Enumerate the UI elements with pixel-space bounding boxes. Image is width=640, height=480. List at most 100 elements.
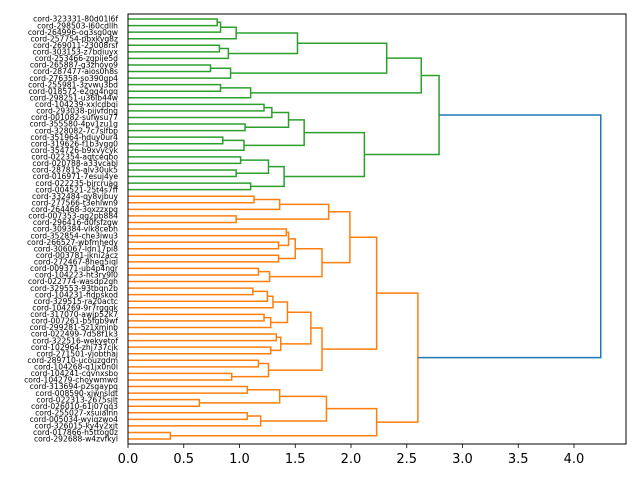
dendrogram-link <box>128 267 260 276</box>
leaf-labels: cord-323331-80d01l6fcord-298503-l60cdllh… <box>24 15 119 444</box>
dendrogram-link <box>364 74 440 156</box>
leaf-label: cord-005034-wyiqzwo4 <box>30 415 119 424</box>
leaf-label: cord-329553-93tbqn2b <box>30 284 118 293</box>
dendrogram-link <box>278 238 296 260</box>
leaf-label: cord-354726-b9xvycyk <box>31 146 119 155</box>
dendrogram-link <box>128 198 281 211</box>
dendrogram-link <box>128 385 249 394</box>
leaf-label: cord-272467-8heg5iql <box>34 258 118 267</box>
x-axis: 0.0 0.5 1.0 1.5 2.0 2.5 3.0 3.5 4.0 <box>118 444 585 467</box>
leaf-label: cord-018572-e2gg4ngq <box>28 87 118 96</box>
dendrogram-link <box>128 372 233 381</box>
leaf-label: cord-264468-3oxzzxpq <box>31 205 118 214</box>
dendrogram-link <box>199 389 281 404</box>
leaf-label: cord-104231-fidpskod <box>35 290 118 299</box>
dendrogram-link <box>128 359 260 368</box>
dendrogram-link <box>128 44 221 53</box>
dendrogram-link <box>128 169 237 178</box>
leaf-label: cord-007353-qg2pb884 <box>28 212 118 221</box>
leaf-label: cord-296416-d0fsfzgw <box>33 218 118 227</box>
dendrogram-link <box>128 241 280 250</box>
leaf-label: cord-269011-23008rsf <box>33 41 118 50</box>
leaf-label: cord-102964-zhj737cjk <box>31 343 119 352</box>
dendrogram-link <box>228 32 299 55</box>
leaf-label: cord-319626-f1b3ygg0 <box>31 139 118 148</box>
x-tick-label: 3.5 <box>508 452 529 467</box>
leaf-label: cord-264996-og3sg0qw <box>28 28 118 37</box>
leaf-label: cord-016971-7esuj4ye <box>33 172 119 181</box>
dendrogram-link <box>243 119 305 147</box>
x-tick-label: 2.0 <box>341 452 362 467</box>
leaf-label: cord-017866-h5ttog0z <box>33 428 118 437</box>
leaf-label: cord-322516-wekyetof <box>32 336 118 345</box>
dendrogram-link <box>128 103 265 112</box>
dendrogram-link <box>128 431 172 440</box>
x-tick-label: 2.5 <box>396 452 417 467</box>
leaf-label: cord-326015-ky4y2xjt <box>35 422 118 431</box>
leaf-label: cord-022499-7d58f1k3 <box>31 330 118 339</box>
leaf-label: cord-004521-25t4s7ff <box>35 185 118 194</box>
x-tick-label: 4.0 <box>564 452 585 467</box>
leaf-label: cord-332484-qy8vjbuy <box>32 192 118 201</box>
leaf-label: cord-003781-jkni2acz <box>36 251 118 260</box>
leaf-label: cord-293038-pijvfdng <box>36 107 118 116</box>
dendrogram-link <box>128 83 222 92</box>
dendrogram-link <box>128 123 246 132</box>
dendrogram-link <box>245 111 290 129</box>
leaf-label: cord-008590-xjwnsldt <box>35 389 118 398</box>
leaf-label: cord-309384-vlk8cebh <box>33 225 118 234</box>
dendrogram-link <box>128 64 212 73</box>
dendrogram-link <box>231 362 270 378</box>
dendrogram-link <box>128 415 262 427</box>
dendrogram-links <box>128 18 602 440</box>
dendrogram-link <box>128 21 222 33</box>
leaf-label: cord-329515-ra20actc <box>33 297 118 306</box>
dendrogram-link <box>250 57 422 94</box>
dendrogram-link <box>128 228 288 237</box>
dendrogram-link <box>128 215 237 224</box>
leaf-label: cord-287815-alv30uk5 <box>32 166 118 175</box>
leaf-label: cord-104223-ht3ry9l0 <box>35 271 118 280</box>
leaf-label: cord-328082-7c7slfbp <box>35 126 118 135</box>
leaf-label: cord-104241-cqvnxsbo <box>31 369 119 378</box>
leaf-label: cord-299281-5z1xminb <box>30 323 119 332</box>
leaf-label: cord-104268-q1jx0n0l <box>34 363 118 372</box>
dendrogram-link <box>128 67 232 79</box>
x-tick-label: 3.0 <box>452 452 473 467</box>
leaf-label: cord-276358-so390gp4 <box>29 74 118 83</box>
leaf-label: cord-007261-b5fgb9wf <box>31 317 118 326</box>
leaf-label: cord-323331-80d01l6f <box>33 15 118 24</box>
dendrogram-link <box>284 131 366 178</box>
leaf-label: cord-271501-yjobthaj <box>36 349 118 358</box>
leaf-label: cord-253466-zgpije5d <box>35 54 118 63</box>
x-tick-label: 0.0 <box>118 452 139 467</box>
dendrogram-link <box>128 412 249 421</box>
dendrogram-link <box>128 182 252 191</box>
dendrogram-link <box>376 292 419 423</box>
dendrogram-link <box>417 114 602 359</box>
leaf-label: cord-298503-l60cdllh <box>37 21 118 30</box>
leaf-label: cord-104239-xxlcdbqi <box>35 100 118 109</box>
dendrogram-link <box>128 290 269 302</box>
leaf-label: cord-298251-u36lb44w <box>30 93 118 102</box>
dendrogram-link <box>128 270 271 283</box>
dendrogram-link <box>260 395 328 422</box>
leaf-label: cord-313694-p2sgaypq <box>30 382 118 391</box>
leaf-label: cord-306067-ldn17pi8 <box>34 244 118 253</box>
dendrogram-link <box>128 136 224 145</box>
leaf-label: cord-020788-a33vcabl <box>32 159 118 168</box>
leaf-label: cord-255027-xsuialnn <box>35 408 118 417</box>
x-tick-label: 1.5 <box>285 452 306 467</box>
leaf-label: cord-257754-pbxkyg8z <box>31 34 119 43</box>
leaf-label: cord-009371-ub4p4ngr <box>30 264 119 273</box>
leaf-label: cord-317070-awjp52k7 <box>30 310 118 319</box>
leaf-label: cord-022313-2675sjlt <box>36 395 118 404</box>
leaf-label: cord-303153-z7bdiuyx <box>33 48 119 57</box>
leaf-label: cord-255981-3zvwu3bd <box>28 80 118 89</box>
dendrogram-link <box>128 195 255 204</box>
dendrogram-link <box>128 333 278 342</box>
dendrogram-link <box>128 313 265 322</box>
dendrogram-link <box>128 287 254 296</box>
leaf-label: cord-104269-9r7rgqqk <box>32 303 118 312</box>
x-tick-label: 1.0 <box>229 452 250 467</box>
